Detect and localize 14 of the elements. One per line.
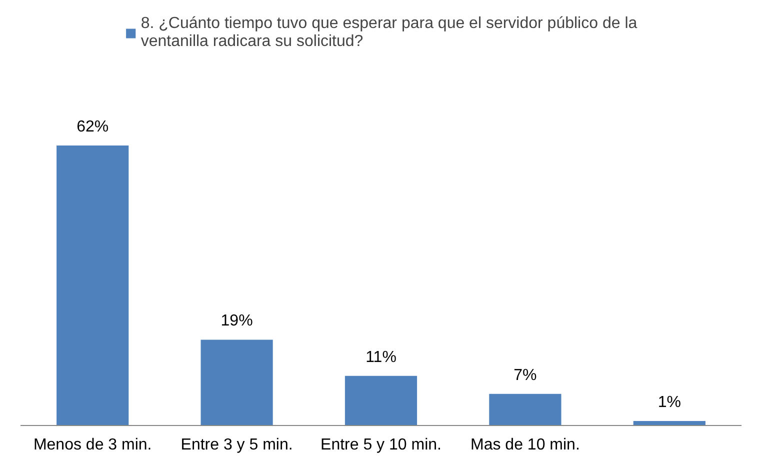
bar bbox=[56, 146, 129, 426]
data-label: 1% bbox=[658, 394, 681, 411]
x-tick-label: Mas de 10 min. bbox=[470, 436, 580, 454]
x-tick-label: Entre 3 y 5 min. bbox=[180, 436, 293, 454]
data-label: 62% bbox=[76, 118, 109, 136]
bar bbox=[200, 340, 273, 426]
data-label: 19% bbox=[220, 312, 253, 330]
legend-label: 8. ¿Cuánto tiempo tuvo que esperar para que el servidor público de la ventanilla radicara su solicitud? bbox=[140, 15, 638, 51]
bar bbox=[344, 376, 418, 426]
data-label: 7% bbox=[514, 366, 537, 384]
data-label: 11% bbox=[366, 348, 396, 366]
bar bbox=[489, 394, 562, 426]
x-tick-label: Entre 5 y 10 min. bbox=[320, 436, 442, 454]
x-tick-label: Menos de 3 min. bbox=[33, 436, 152, 454]
